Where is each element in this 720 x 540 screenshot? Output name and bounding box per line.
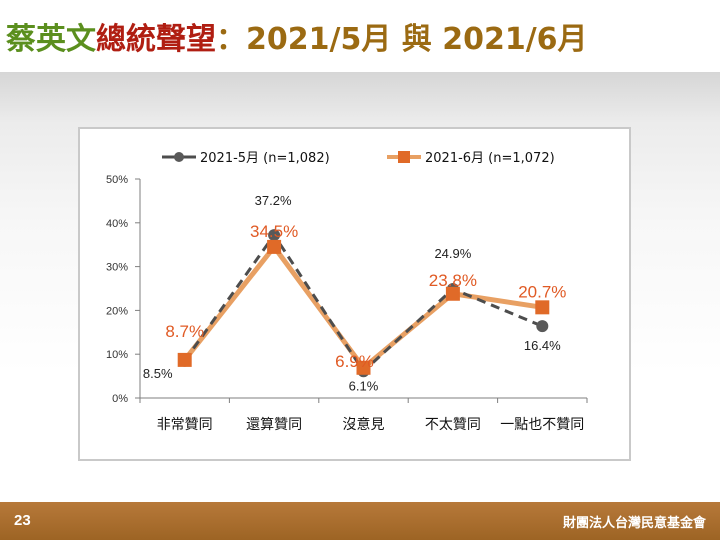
chart-data-labels: 8.5% 37.2% 6.1% 24.9% 16.4% 8.7% 34.5% 6.9% 23.8… <box>143 193 567 393</box>
x-tick-label: 還算贊同 <box>246 417 302 433</box>
y-tick-label: 20% <box>106 305 128 317</box>
title-approval: 總統聲望 <box>96 22 216 57</box>
footer-bar: 23 財團法人台灣民意基金會 <box>0 502 720 540</box>
series-june-point <box>535 300 550 315</box>
slide-title: 蔡英文總統聲望：2021/5月 與 2021/6月 <box>6 14 588 62</box>
series-may-data-label: 8.5% <box>143 366 173 381</box>
series-may-point <box>536 320 549 333</box>
series-june-data-label: 8.7% <box>165 322 204 341</box>
y-tick-label: 40% <box>106 218 128 230</box>
series-may-data-label: 6.1% <box>349 378 379 393</box>
x-tick-label: 不太贊同 <box>425 417 481 433</box>
title-colon: ： <box>216 22 246 57</box>
y-tick-label: 10% <box>106 349 128 361</box>
chart-frame <box>78 127 631 461</box>
title-president-name: 蔡英文 <box>6 22 96 57</box>
series-june-point <box>356 360 371 375</box>
line-chart: 2021-5月 (n=1,082) 2021-6月 (n=1,072) 0% 10%… <box>106 151 588 433</box>
series-may-point <box>268 229 281 242</box>
series-june-data-label: 20.7% <box>518 282 566 301</box>
legend-june-label: 2021-6月 (n=1,072) <box>425 151 555 166</box>
title-period: 2021/5月 與 2021/6月 <box>246 22 588 57</box>
series-june-line <box>182 244 543 371</box>
legend-may-label: 2021-5月 (n=1,082) <box>200 151 330 166</box>
series-june-data-label: 34.5% <box>250 222 298 241</box>
y-tick-label: 50% <box>106 174 128 186</box>
chart-legend: 2021-5月 (n=1,082) 2021-6月 (n=1,072) <box>162 151 555 166</box>
series-june-point <box>177 352 192 367</box>
chart-series <box>177 229 550 378</box>
series-june-point <box>267 239 282 254</box>
y-tick-label: 30% <box>106 262 128 274</box>
x-tick-label: 沒意見 <box>343 416 385 433</box>
legend-june-swatch-marker <box>398 151 410 163</box>
series-may-data-label: 16.4% <box>524 338 561 353</box>
organization-name: 財團法人台灣民意基金會 <box>562 516 706 531</box>
legend-may-swatch-marker <box>174 152 184 162</box>
x-tick-label: 一點也不贊同 <box>500 417 584 433</box>
y-tick-label: 0% <box>112 393 128 405</box>
series-june-data-label: 6.9% <box>335 352 374 371</box>
series-june-data-label: 23.8% <box>429 271 477 290</box>
series-june-point <box>445 286 460 301</box>
page-number: 23 <box>14 512 31 529</box>
series-may-data-label: 37.2% <box>255 193 292 208</box>
series-may-data-label: 24.9% <box>434 246 471 261</box>
chart-axes: 0% 10% 20% 30% 40% 50% 非常贊同 還算贊同 沒意見 不太贊同 一點也不贊同 <box>106 174 588 433</box>
x-tick-label: 非常贊同 <box>157 417 213 433</box>
